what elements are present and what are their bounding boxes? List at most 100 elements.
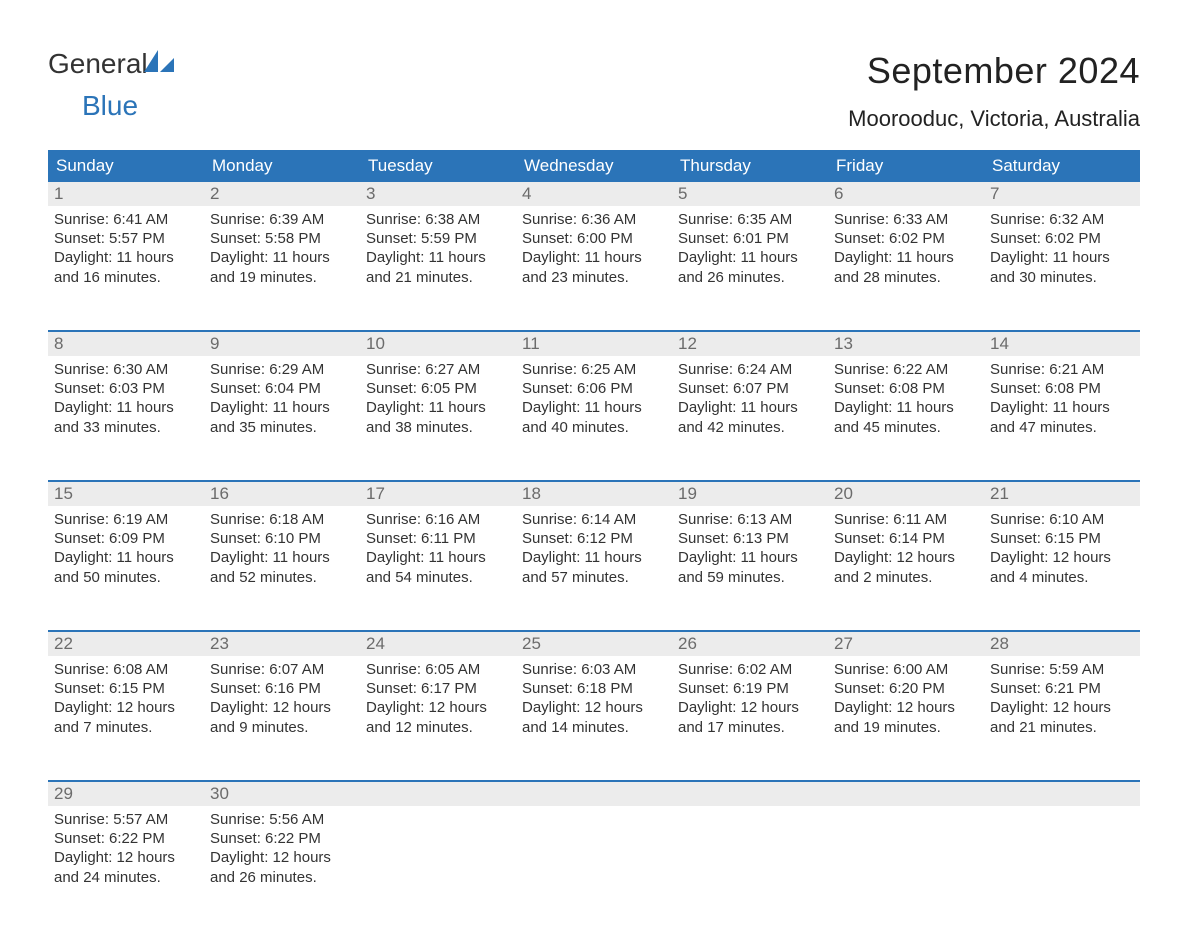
day-number: 1 [48,182,204,206]
day-number: 10 [360,332,516,356]
day-number: 4 [516,182,672,206]
day-cell: 24Sunrise: 6:05 AMSunset: 6:17 PMDayligh… [360,632,516,760]
day-body: Sunrise: 6:39 AMSunset: 5:58 PMDaylight:… [204,206,360,293]
day-body: Sunrise: 6:27 AMSunset: 6:05 PMDaylight:… [360,356,516,443]
sunrise-line: Sunrise: 6:16 AM [366,510,510,529]
day-number: 19 [672,482,828,506]
day-body: Sunrise: 6:00 AMSunset: 6:20 PMDaylight:… [828,656,984,743]
sunset-line: Sunset: 6:05 PM [366,379,510,398]
day-number: 8 [48,332,204,356]
calendar-page: General Blue September 2024 Moorooduc, V… [0,0,1188,950]
day-number: 29 [48,782,204,806]
daylight-line: Daylight: 11 hours and 40 minutes. [522,398,666,436]
daylight-line: Daylight: 11 hours and 35 minutes. [210,398,354,436]
daylight-line: Daylight: 11 hours and 52 minutes. [210,548,354,586]
day-cell: 29Sunrise: 5:57 AMSunset: 6:22 PMDayligh… [48,782,204,910]
weeks-container: 1Sunrise: 6:41 AMSunset: 5:57 PMDaylight… [48,182,1140,910]
day-number: 12 [672,332,828,356]
sunset-line: Sunset: 6:10 PM [210,529,354,548]
day-empty [360,782,516,910]
sunset-line: Sunset: 6:21 PM [990,679,1134,698]
day-cell: 25Sunrise: 6:03 AMSunset: 6:18 PMDayligh… [516,632,672,760]
day-number: 22 [48,632,204,656]
calendar: SundayMondayTuesdayWednesdayThursdayFrid… [48,150,1140,910]
day-body: Sunrise: 6:41 AMSunset: 5:57 PMDaylight:… [48,206,204,293]
sunset-line: Sunset: 6:03 PM [54,379,198,398]
day-number [828,782,984,806]
day-body: Sunrise: 5:56 AMSunset: 6:22 PMDaylight:… [204,806,360,893]
week-spacer [48,610,1140,630]
brand-logo: General Blue [48,50,174,120]
dow-monday: Monday [204,150,360,182]
day-cell: 16Sunrise: 6:18 AMSunset: 6:10 PMDayligh… [204,482,360,610]
day-empty [672,782,828,910]
dow-friday: Friday [828,150,984,182]
day-body: Sunrise: 6:32 AMSunset: 6:02 PMDaylight:… [984,206,1140,293]
sunrise-line: Sunrise: 6:14 AM [522,510,666,529]
sunrise-line: Sunrise: 6:25 AM [522,360,666,379]
day-number: 17 [360,482,516,506]
sunset-line: Sunset: 6:12 PM [522,529,666,548]
sunrise-line: Sunrise: 6:02 AM [678,660,822,679]
daylight-line: Daylight: 11 hours and 50 minutes. [54,548,198,586]
day-body: Sunrise: 5:57 AMSunset: 6:22 PMDaylight:… [48,806,204,893]
day-body: Sunrise: 6:21 AMSunset: 6:08 PMDaylight:… [984,356,1140,443]
day-body: Sunrise: 6:30 AMSunset: 6:03 PMDaylight:… [48,356,204,443]
daylight-line: Daylight: 12 hours and 19 minutes. [834,698,978,736]
sunrise-line: Sunrise: 6:13 AM [678,510,822,529]
sunset-line: Sunset: 6:09 PM [54,529,198,548]
day-cell: 2Sunrise: 6:39 AMSunset: 5:58 PMDaylight… [204,182,360,310]
daylight-line: Daylight: 11 hours and 30 minutes. [990,248,1134,286]
day-body: Sunrise: 6:16 AMSunset: 6:11 PMDaylight:… [360,506,516,593]
sunset-line: Sunset: 5:58 PM [210,229,354,248]
daylight-line: Daylight: 11 hours and 45 minutes. [834,398,978,436]
sunrise-line: Sunrise: 5:57 AM [54,810,198,829]
sunrise-line: Sunrise: 5:59 AM [990,660,1134,679]
dow-wednesday: Wednesday [516,150,672,182]
day-body: Sunrise: 6:07 AMSunset: 6:16 PMDaylight:… [204,656,360,743]
day-number [360,782,516,806]
sunrise-line: Sunrise: 6:36 AM [522,210,666,229]
day-number: 13 [828,332,984,356]
day-cell: 20Sunrise: 6:11 AMSunset: 6:14 PMDayligh… [828,482,984,610]
day-body: Sunrise: 6:11 AMSunset: 6:14 PMDaylight:… [828,506,984,593]
day-body: Sunrise: 6:05 AMSunset: 6:17 PMDaylight:… [360,656,516,743]
week-spacer [48,310,1140,330]
day-body: Sunrise: 6:19 AMSunset: 6:09 PMDaylight:… [48,506,204,593]
sunrise-line: Sunrise: 6:38 AM [366,210,510,229]
day-body [672,806,828,816]
sunset-line: Sunset: 6:11 PM [366,529,510,548]
daylight-line: Daylight: 12 hours and 26 minutes. [210,848,354,886]
day-cell: 28 Sunrise: 5:59 AMSunset: 6:21 PMDayligh… [984,632,1140,760]
daylight-line: Daylight: 11 hours and 59 minutes. [678,548,822,586]
week-row: 1Sunrise: 6:41 AMSunset: 5:57 PMDaylight… [48,182,1140,310]
daylight-line: Daylight: 12 hours and 9 minutes. [210,698,354,736]
sunset-line: Sunset: 6:04 PM [210,379,354,398]
sunset-line: Sunset: 6:13 PM [678,529,822,548]
day-number [672,782,828,806]
day-number: 28 [984,632,1140,656]
day-cell: 9Sunrise: 6:29 AMSunset: 6:04 PMDaylight… [204,332,360,460]
day-cell: 1Sunrise: 6:41 AMSunset: 5:57 PMDaylight… [48,182,204,310]
sunrise-line: Sunrise: 6:07 AM [210,660,354,679]
daylight-line: Daylight: 12 hours and 7 minutes. [54,698,198,736]
day-cell: 10Sunrise: 6:27 AMSunset: 6:05 PMDayligh… [360,332,516,460]
daylight-line: Daylight: 12 hours and 24 minutes. [54,848,198,886]
day-body: Sunrise: 6:14 AMSunset: 6:12 PMDaylight:… [516,506,672,593]
day-number: 21 [984,482,1140,506]
daylight-line: Daylight: 12 hours and 17 minutes. [678,698,822,736]
sail-icon [144,50,174,72]
daylight-line: Daylight: 11 hours and 38 minutes. [366,398,510,436]
sunset-line: Sunset: 5:59 PM [366,229,510,248]
daylight-line: Daylight: 11 hours and 57 minutes. [522,548,666,586]
sunrise-line: Sunrise: 6:10 AM [990,510,1134,529]
day-number: 25 [516,632,672,656]
daylight-line: Daylight: 12 hours and 21 minutes. [990,698,1134,736]
daylight-line: Daylight: 11 hours and 23 minutes. [522,248,666,286]
day-number: 30 [204,782,360,806]
sunset-line: Sunset: 5:57 PM [54,229,198,248]
day-number: 9 [204,332,360,356]
dow-tuesday: Tuesday [360,150,516,182]
sunrise-line: Sunrise: 6:35 AM [678,210,822,229]
day-number: 15 [48,482,204,506]
